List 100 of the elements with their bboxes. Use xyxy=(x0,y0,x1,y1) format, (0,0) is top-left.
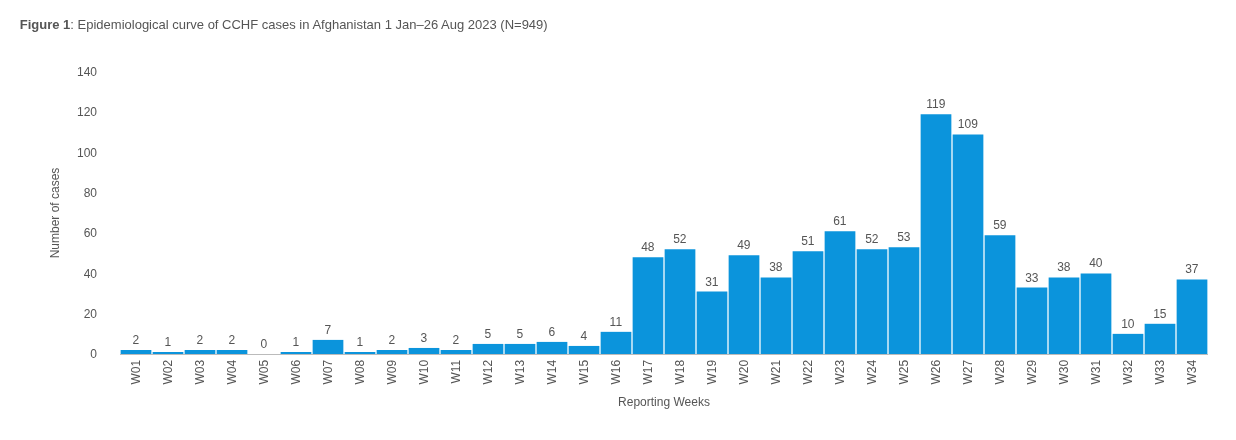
bar xyxy=(472,343,504,354)
y-tick-label: 120 xyxy=(76,105,98,120)
data-label: 53 xyxy=(897,230,911,245)
data-label: 0 xyxy=(260,337,268,351)
bar xyxy=(728,255,760,354)
data-label: 37 xyxy=(1185,262,1199,277)
x-tick-label: W23 xyxy=(832,359,847,385)
x-tick-label: W13 xyxy=(512,359,527,385)
x-tick-label: W11 xyxy=(448,359,463,384)
bar xyxy=(568,345,600,354)
x-tick-label: W04 xyxy=(224,359,239,385)
x-tick-label: W33 xyxy=(1152,359,1167,385)
data-label: 10 xyxy=(1121,316,1135,331)
x-tick-label: W32 xyxy=(1120,359,1135,385)
chart-title: Figure 1: Epidemiological curve of CCHF cases in Afghanistan 1 Jan–26 Aug 2023 (N=949) xyxy=(19,16,548,32)
x-tick-label: W31 xyxy=(1088,359,1103,385)
data-label: 5 xyxy=(516,326,524,341)
data-label: 38 xyxy=(769,260,783,275)
data-label: 6 xyxy=(548,324,556,339)
data-label: 1 xyxy=(356,334,364,349)
y-tick-label: 40 xyxy=(83,266,98,281)
bar xyxy=(984,235,1016,354)
x-tick-label: W10 xyxy=(416,359,431,385)
x-tick-label: W20 xyxy=(736,359,751,385)
bar xyxy=(600,331,632,354)
bar xyxy=(888,247,920,354)
bar xyxy=(632,257,664,354)
data-label: 3 xyxy=(420,330,428,345)
bar xyxy=(504,343,536,354)
bar xyxy=(920,114,952,354)
bar xyxy=(1016,287,1048,354)
data-label: 4 xyxy=(580,328,588,343)
y-tick-label: 20 xyxy=(83,306,98,321)
data-label: 2 xyxy=(452,332,460,347)
bar xyxy=(1048,277,1080,354)
data-label: 11 xyxy=(609,314,623,329)
bar xyxy=(1112,333,1144,354)
data-label: 49 xyxy=(737,238,751,253)
data-label: 1 xyxy=(164,334,172,349)
data-label: 5 xyxy=(484,326,492,341)
bar xyxy=(1080,273,1112,354)
data-label: 2 xyxy=(388,332,396,347)
data-label: 59 xyxy=(993,218,1007,233)
x-tick-label: W05 xyxy=(256,359,271,385)
bar xyxy=(792,251,824,354)
data-label: 52 xyxy=(865,232,879,247)
data-label: 7 xyxy=(324,322,332,337)
x-tick-label: W12 xyxy=(480,359,495,385)
y-tick-label: 140 xyxy=(76,65,98,80)
bar xyxy=(408,347,440,354)
x-tick-label: W21 xyxy=(768,359,783,385)
y-tick-label: 60 xyxy=(83,226,98,241)
data-label: 15 xyxy=(1153,306,1167,321)
x-tick-label: W34 xyxy=(1184,359,1199,385)
x-tick-label: W01 xyxy=(128,359,143,385)
data-label: 109 xyxy=(957,117,979,132)
x-tick-label: W03 xyxy=(192,359,207,385)
x-tick-label: W15 xyxy=(576,359,591,385)
bar xyxy=(664,249,696,354)
bar xyxy=(440,349,472,354)
bar xyxy=(152,351,184,354)
data-label: 51 xyxy=(801,234,815,249)
x-tick-label: W17 xyxy=(640,359,655,385)
y-tick-label: 0 xyxy=(90,347,98,362)
x-tick-label: W30 xyxy=(1056,359,1071,385)
bar xyxy=(824,231,856,354)
x-tick-label: W24 xyxy=(864,359,879,385)
bar xyxy=(376,349,408,354)
bar xyxy=(536,341,568,354)
bar xyxy=(280,351,312,354)
bar xyxy=(856,249,888,354)
x-tick-label: W08 xyxy=(352,359,367,385)
x-tick-label: W25 xyxy=(896,359,911,385)
x-tick-label: W26 xyxy=(928,359,943,385)
bar xyxy=(1144,323,1176,354)
x-tick-label: W18 xyxy=(672,359,687,385)
x-tick-label: W16 xyxy=(608,359,623,385)
y-tick-label: 100 xyxy=(76,145,98,160)
x-tick-label: W14 xyxy=(544,359,559,385)
data-label: 31 xyxy=(705,274,719,289)
bar xyxy=(120,349,152,354)
bar xyxy=(952,134,984,354)
data-label: 48 xyxy=(641,240,655,255)
data-label: 33 xyxy=(1025,270,1039,285)
x-tick-label: W28 xyxy=(992,359,1007,385)
y-axis-title: Number of cases xyxy=(48,167,63,259)
x-tick-label: W27 xyxy=(960,359,975,385)
bar xyxy=(216,349,248,354)
data-label: 40 xyxy=(1089,256,1103,271)
bar xyxy=(1176,279,1208,354)
data-label: 2 xyxy=(196,332,204,347)
data-label: 61 xyxy=(833,214,847,229)
x-tick-label: W09 xyxy=(384,359,399,385)
data-label: 1 xyxy=(292,334,300,349)
x-tick-label: W22 xyxy=(800,359,815,385)
data-label: 38 xyxy=(1057,260,1071,275)
x-tick-label: W06 xyxy=(288,359,303,385)
data-label: 119 xyxy=(926,97,946,112)
bar xyxy=(760,277,792,354)
x-tick-label: W19 xyxy=(704,359,719,385)
